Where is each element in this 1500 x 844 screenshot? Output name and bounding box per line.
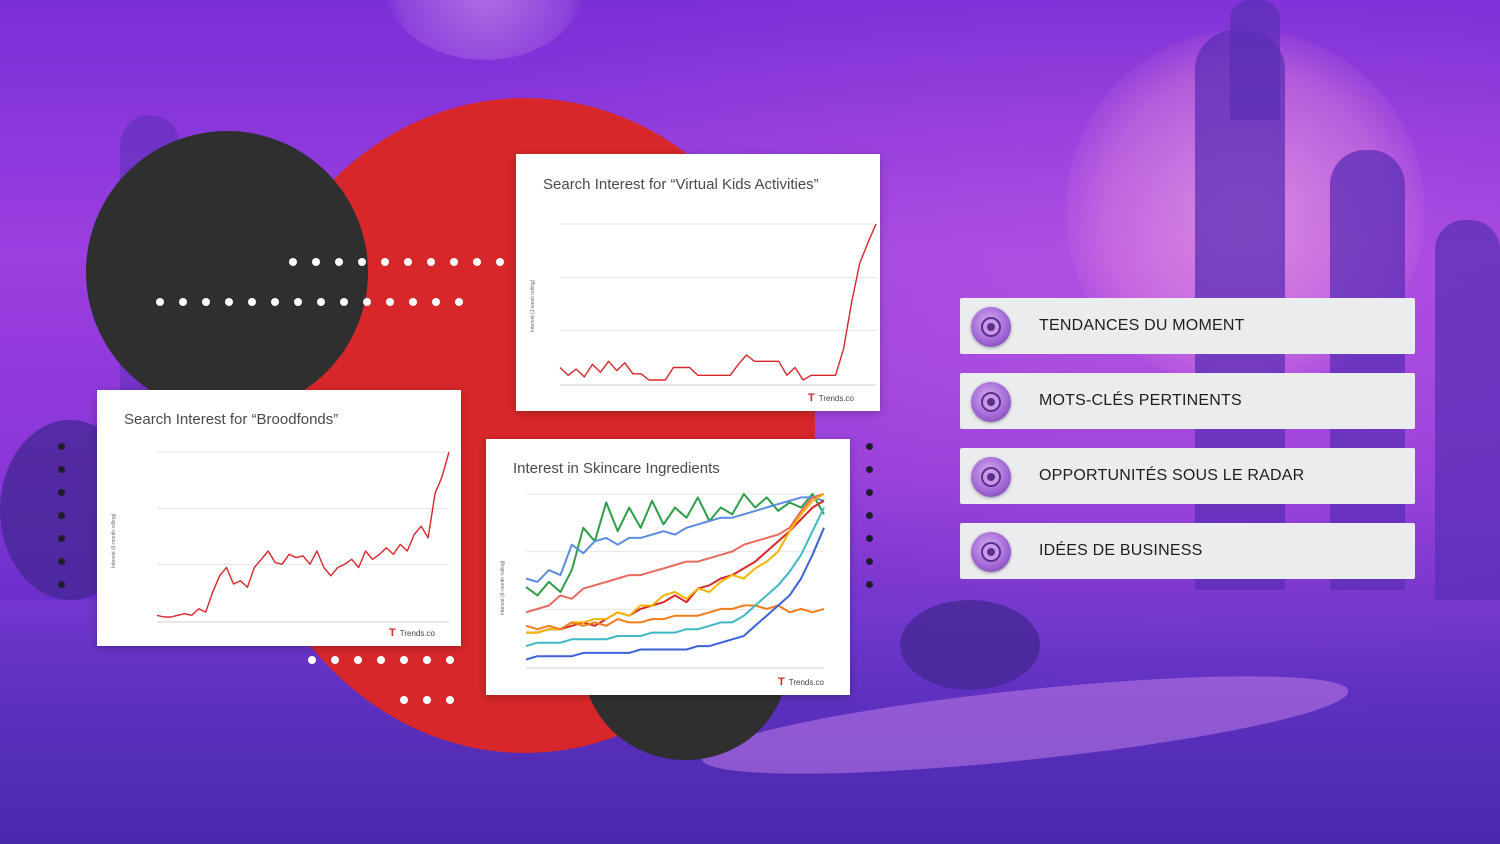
tree	[900, 600, 1040, 690]
brand-logo: T Trends.co	[778, 677, 824, 688]
series-line-0	[525, 493, 825, 597]
trends-logo-icon: T	[778, 676, 785, 688]
target-icon	[971, 382, 1011, 422]
brand-name: Trends.co	[399, 629, 436, 638]
line-chart	[525, 493, 825, 669]
dot-row	[400, 696, 454, 704]
dot-row	[156, 298, 463, 306]
dot-column	[58, 443, 65, 588]
chart-title: Search Interest for “Virtual Kids Activi…	[543, 176, 819, 193]
series-line-7	[525, 527, 825, 661]
rock-spire	[1435, 220, 1500, 600]
menu-item-mots-cles[interactable]: MOTS-CLÉS PERTINENTS	[960, 373, 1415, 429]
chart-card-skincare: Interest in Skincare Ingredients Interes…	[486, 439, 850, 695]
dark-circle	[86, 131, 368, 413]
target-icon	[971, 307, 1011, 347]
brand-logo: T Trends.co	[808, 393, 854, 404]
dot-row	[289, 258, 504, 266]
brand-name: Trends.co	[818, 394, 855, 403]
menu-item-idees[interactable]: IDÉES DE BUSINESS	[960, 523, 1415, 579]
series-line-0	[559, 223, 877, 381]
chart-card-virtual-kids: Search Interest for “Virtual Kids Activi…	[516, 154, 880, 411]
chart-card-broodfonds: Search Interest for “Broodfonds” Interes…	[97, 390, 461, 646]
series-line-2	[525, 493, 825, 614]
chart-title: Search Interest for “Broodfonds”	[124, 411, 339, 428]
menu-item-tendances[interactable]: TENDANCES DU MOMENT	[960, 298, 1415, 354]
menu-item-label: IDÉES DE BUSINESS	[1039, 542, 1203, 559]
menu-item-label: OPPORTUNITÉS SOUS LE RADAR	[1039, 467, 1305, 484]
line-chart	[559, 223, 877, 386]
target-icon	[971, 532, 1011, 572]
series-line-4	[526, 493, 825, 634]
menu-item-label: MOTS-CLÉS PERTINENTS	[1039, 392, 1242, 409]
brand-name: Trends.co	[788, 678, 825, 687]
line-chart	[156, 451, 450, 623]
chart-title: Interest in Skincare Ingredients	[513, 460, 720, 477]
target-icon	[971, 457, 1011, 497]
brand-logo: T Trends.co	[389, 628, 435, 639]
series-line-1	[525, 496, 825, 583]
menu-item-opportunites[interactable]: OPPORTUNITÉS SOUS LE RADAR	[960, 448, 1415, 504]
dot-column	[866, 443, 873, 588]
rock-spire	[1330, 150, 1405, 590]
series-line-5	[525, 604, 825, 631]
rock-spire	[1230, 0, 1280, 120]
trends-logo-icon: T	[389, 627, 396, 639]
series-line-3	[526, 499, 825, 634]
dot-row	[308, 656, 454, 664]
menu-item-label: TENDANCES DU MOMENT	[1039, 317, 1245, 334]
trends-logo-icon: T	[808, 392, 815, 404]
series-line-6	[525, 507, 825, 648]
series-line-0	[156, 451, 450, 618]
